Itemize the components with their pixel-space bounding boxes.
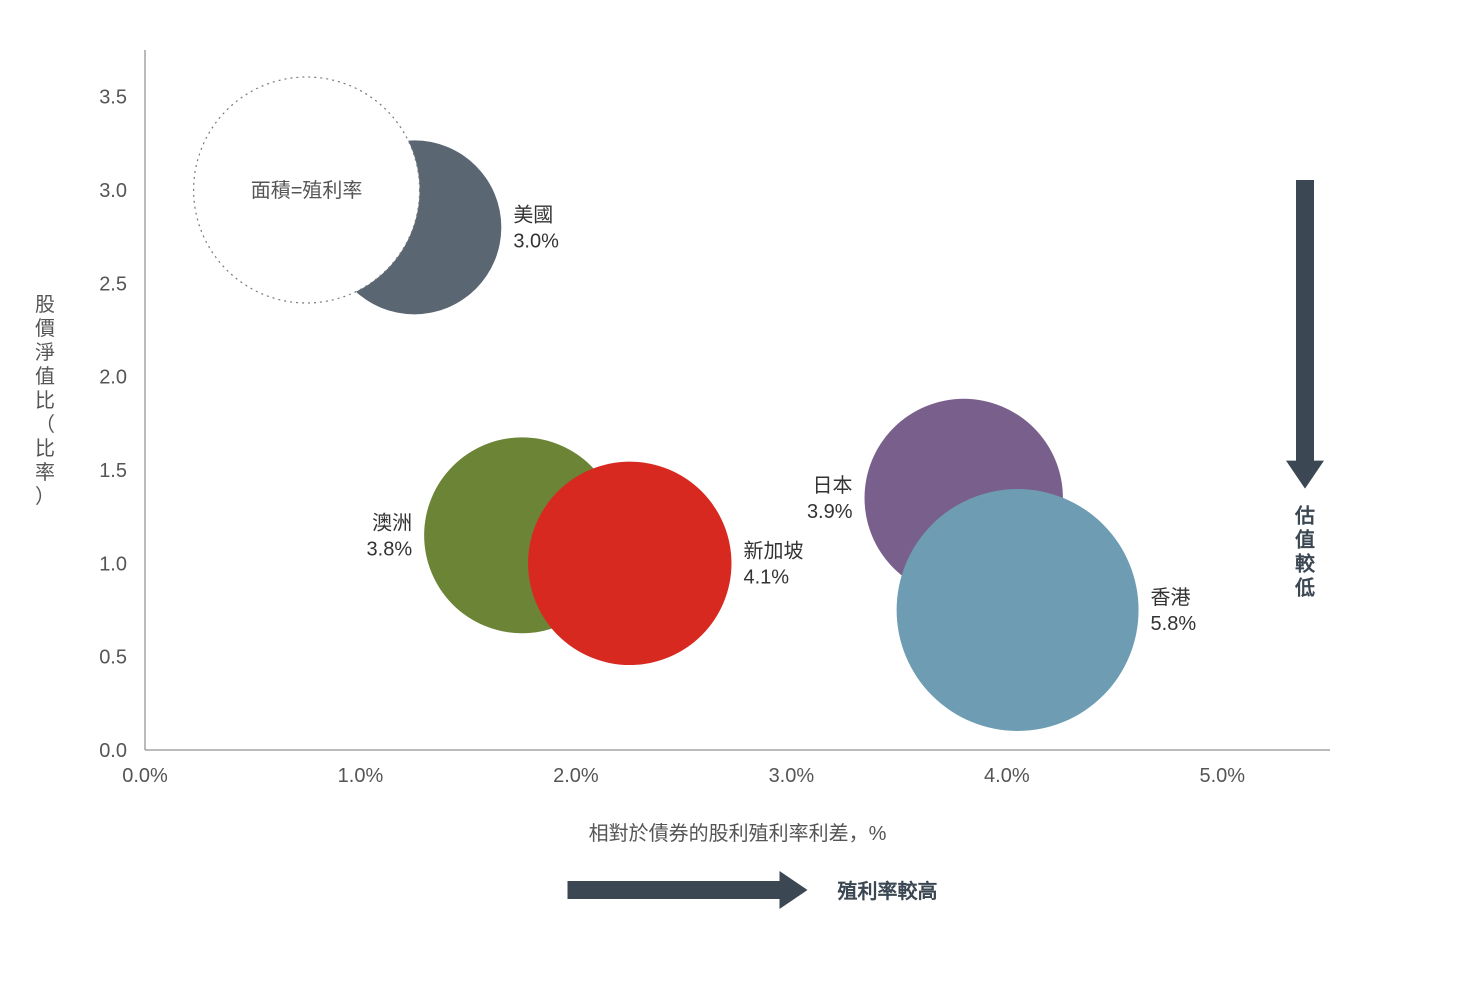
x-tick-label: 0.0% [122,765,168,787]
y-tick-label: 2.5 [99,273,127,295]
legend-bubble-label: 面積=殖利率 [251,179,363,202]
bubble-value-sg: 4.1% [743,566,789,588]
y-tick-label: 2.0 [99,367,127,389]
bubble-value-jp: 3.9% [807,501,853,523]
bubble-label-jp: 日本 [813,474,853,497]
arrow-down-label: 估值較低 [1294,504,1316,600]
x-tick-label: 4.0% [984,765,1030,787]
bubble-label-hk: 香港 [1151,586,1191,609]
y-tick-label: 3.0 [99,180,127,202]
x-axis-label: 相對於債券的股利殖利率利差，% [589,822,887,845]
bubble-label-au: 澳洲 [372,511,412,534]
bubble-sg [528,462,731,665]
chart-svg: 0.0% 1.0% 2.0% 3.0% 4.0% 5.0% 0.0 0.5 1.0 1.5 2.0 2… [0,0,1476,1000]
bubble-value-au: 3.8% [367,538,413,560]
bubble-chart: 0.0% 1.0% 2.0% 3.0% 4.0% 5.0% 0.0 0.5 1.0 1.5 2.0 2… [0,0,1476,1000]
bubble-label-us: 美國 [513,203,553,226]
y-tick-label: 1.0 [99,553,127,575]
x-tick-label: 3.0% [769,765,815,787]
x-tick-label: 1.0% [338,765,384,787]
y-axis-label: 股價淨值比（比率） [35,294,55,508]
bubble-label-sg: 新加坡 [743,539,803,562]
y-tick-label: 1.5 [99,460,127,482]
y-tick-label: 0.5 [99,647,127,669]
bubble-value-hk: 5.8% [1151,613,1197,635]
bubble-value-us: 3.0% [513,230,559,252]
arrow-right-icon [568,871,808,909]
y-tick-label: 3.5 [99,87,127,109]
bubble-hk [897,489,1139,731]
arrow-down-icon [1286,180,1324,489]
arrow-right-label: 殖利率較高 [838,879,938,903]
y-tick-label: 0.0 [99,740,127,762]
x-tick-label: 5.0% [1199,765,1245,787]
x-tick-label: 2.0% [553,765,599,787]
